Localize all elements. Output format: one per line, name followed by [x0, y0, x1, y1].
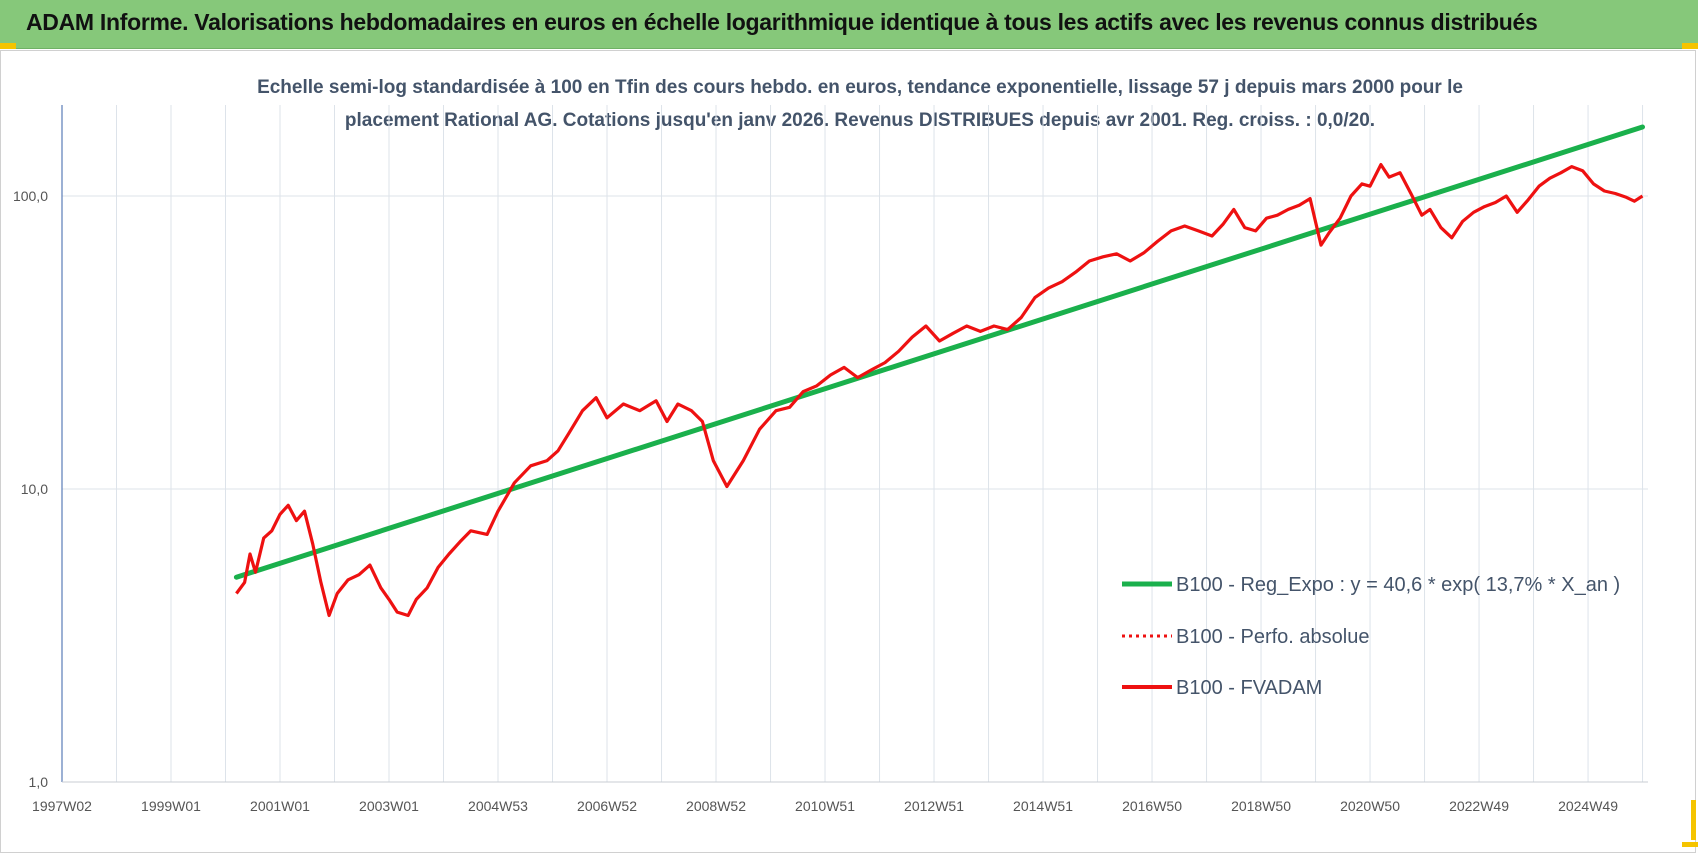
- x-tick-label: 2004W53: [468, 798, 528, 814]
- x-tick-label: 2016W50: [1122, 798, 1182, 814]
- chart-subtitle-line2: placement Rational AG. Cotations jusqu'e…: [344, 110, 1376, 131]
- x-tick-label: 2024W49: [1558, 798, 1618, 814]
- x-tick-label: 1999W01: [141, 798, 201, 814]
- legend-label-perfo: B100 - Perfo. absolue: [1176, 626, 1369, 648]
- legend-label-regression: B100 - Reg_Expo : y = 40,6 * exp( 13,7% …: [1176, 574, 1620, 596]
- x-tick-label: 2003W01: [359, 798, 419, 814]
- corner-mark-top-right: [1682, 43, 1698, 49]
- x-tick-label: 2001W01: [250, 798, 310, 814]
- chart-subtitle-line1: Echelle semi-log standardisée à 100 en T…: [257, 77, 1463, 98]
- title-banner: ADAM Informe. Valorisations hebdomadaire…: [0, 0, 1698, 49]
- corner-mark-bottom-right-h: [1682, 842, 1698, 847]
- y-tick-label: 10,0: [21, 481, 48, 497]
- x-tick-label: 2014W51: [1013, 798, 1073, 814]
- series-line-fvadam: [235, 163, 1644, 618]
- y-tick-label: 100,0: [13, 188, 48, 204]
- chart-frame: [0, 50, 1696, 853]
- corner-mark-top-left: [0, 43, 16, 49]
- y-tick-label: 1,0: [29, 774, 49, 790]
- series-line-regression: [233, 124, 1645, 580]
- x-tick-label: 2020W50: [1340, 798, 1400, 814]
- banner-title: ADAM Informe. Valorisations hebdomadaire…: [26, 9, 1538, 35]
- x-tick-label: 2008W52: [686, 798, 746, 814]
- x-tick-label: 1997W02: [32, 798, 92, 814]
- x-tick-label: 2022W49: [1449, 798, 1509, 814]
- legend-label-fvadam: B100 - FVADAM: [1176, 677, 1322, 699]
- corner-mark-bottom-right-v: [1691, 800, 1696, 840]
- x-tick-label: 2018W50: [1231, 798, 1291, 814]
- x-tick-label: 2006W52: [577, 798, 637, 814]
- x-tick-label: 2012W51: [904, 798, 964, 814]
- x-tick-label: 2010W51: [795, 798, 855, 814]
